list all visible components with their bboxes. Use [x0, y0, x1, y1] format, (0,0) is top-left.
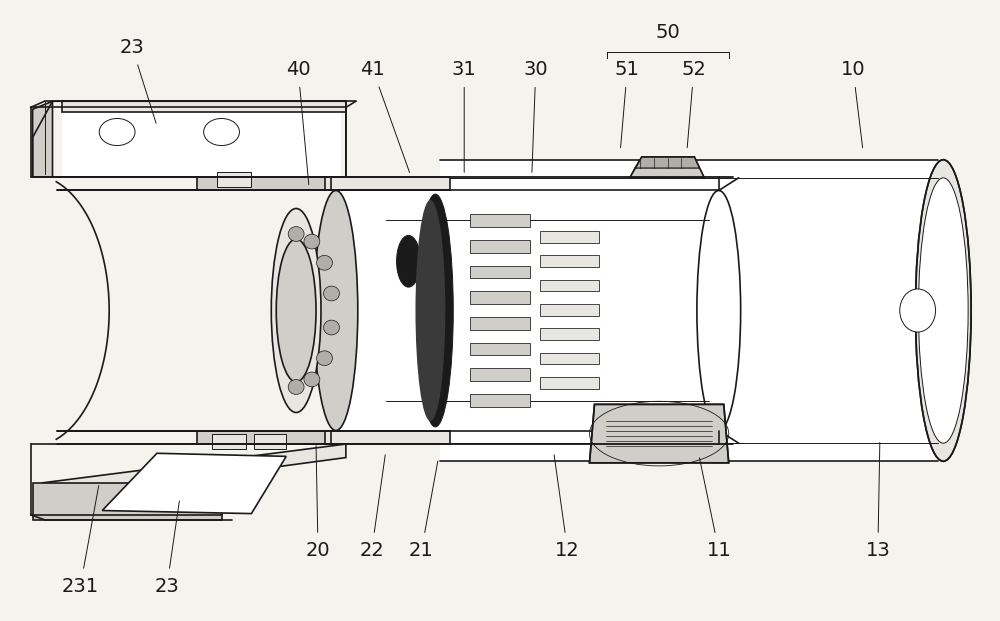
Text: 11: 11 [706, 541, 731, 560]
Polygon shape [197, 430, 336, 444]
Polygon shape [630, 168, 704, 178]
Ellipse shape [697, 191, 741, 430]
Text: 13: 13 [866, 541, 890, 560]
Polygon shape [254, 433, 286, 449]
Polygon shape [635, 157, 699, 168]
Bar [470, 291, 530, 304]
Polygon shape [62, 101, 346, 112]
Ellipse shape [900, 289, 936, 332]
Polygon shape [102, 453, 286, 514]
Text: 52: 52 [681, 60, 706, 79]
Text: 23: 23 [154, 577, 179, 596]
Bar [470, 240, 530, 253]
Text: 12: 12 [555, 541, 580, 560]
Polygon shape [212, 433, 246, 449]
Text: 231: 231 [62, 577, 99, 596]
Text: 20: 20 [306, 541, 330, 560]
Ellipse shape [317, 351, 332, 366]
Bar [540, 353, 599, 364]
Ellipse shape [317, 255, 332, 270]
Polygon shape [33, 483, 222, 520]
Bar [540, 279, 599, 291]
Text: 51: 51 [615, 60, 640, 79]
Text: 21: 21 [409, 541, 434, 560]
Polygon shape [336, 191, 719, 430]
Text: 41: 41 [360, 60, 385, 79]
Polygon shape [43, 444, 346, 498]
Text: 10: 10 [841, 60, 865, 79]
Text: 23: 23 [120, 38, 144, 57]
Bar [540, 377, 599, 389]
Ellipse shape [417, 194, 453, 427]
Ellipse shape [204, 119, 239, 145]
Text: 22: 22 [359, 541, 384, 560]
Text: 50: 50 [656, 23, 680, 42]
Ellipse shape [276, 239, 316, 382]
Ellipse shape [288, 379, 304, 394]
Bar [470, 317, 530, 330]
Text: 30: 30 [523, 60, 548, 79]
Bar [540, 304, 599, 315]
Bar [470, 394, 530, 407]
Polygon shape [325, 430, 450, 444]
Polygon shape [33, 101, 53, 177]
Text: 31: 31 [452, 60, 477, 79]
Ellipse shape [415, 200, 445, 421]
Bar [540, 255, 599, 267]
Ellipse shape [288, 227, 304, 242]
Polygon shape [197, 177, 336, 191]
Ellipse shape [304, 234, 320, 249]
Polygon shape [217, 172, 251, 188]
Ellipse shape [918, 178, 968, 443]
Ellipse shape [304, 372, 320, 387]
Polygon shape [440, 160, 938, 461]
Bar [470, 266, 530, 278]
Polygon shape [325, 177, 450, 191]
Bar [470, 343, 530, 355]
Bar [470, 214, 530, 227]
Bar [470, 368, 530, 381]
Ellipse shape [915, 160, 971, 461]
Ellipse shape [314, 191, 358, 430]
Bar [540, 329, 599, 340]
Text: 40: 40 [286, 60, 310, 79]
Polygon shape [62, 112, 341, 177]
Ellipse shape [397, 235, 420, 287]
Ellipse shape [324, 286, 339, 301]
Ellipse shape [324, 320, 339, 335]
Ellipse shape [99, 119, 135, 145]
Polygon shape [590, 404, 729, 463]
Ellipse shape [271, 209, 321, 412]
Bar [540, 231, 599, 243]
